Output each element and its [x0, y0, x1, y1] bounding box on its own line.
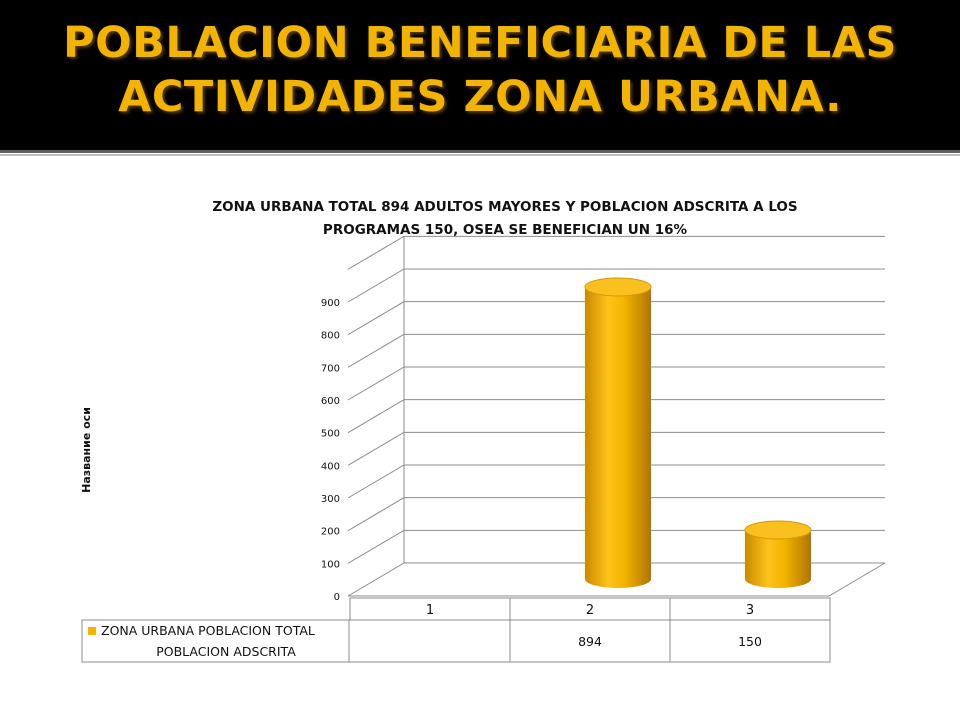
y-tick-label: 800	[321, 331, 340, 342]
y-tick-label: 300	[321, 494, 340, 505]
data-table-value: 894	[578, 634, 602, 649]
x-tick-label: 2	[586, 603, 594, 618]
y-tick-label: 100	[321, 559, 340, 570]
chart-gridlines	[347, 235, 886, 597]
x-tick-label: 1	[426, 603, 434, 618]
floor-edge	[348, 562, 886, 597]
slide-title-bar: POBLACION BENEFICIARIA DE LAS ACTIVIDADE…	[0, 0, 960, 150]
chart-title-line-2: PROGRAMAS 150, OSEA SE BENEFICIAN UN 16%	[322, 222, 688, 238]
data-table-value: 150	[738, 634, 762, 649]
legend-key	[88, 627, 96, 635]
bar-top	[744, 520, 812, 540]
title-divider	[0, 150, 960, 153]
y-tick-label: 700	[321, 363, 340, 374]
bar-top	[584, 277, 652, 297]
gridline	[347, 235, 885, 270]
slide-title-line-2: ACTIVIDADES ZONA URBANA.	[118, 72, 842, 122]
bar-cylinder	[584, 277, 652, 588]
chart-bars	[584, 277, 812, 588]
y-tick-label: 600	[321, 396, 340, 407]
x-tick-label: 3	[746, 603, 754, 618]
y-tick-label: 900	[321, 298, 340, 309]
slide-title-line-1: POBLACION BENEFICIARIA DE LAS	[63, 18, 897, 68]
y-tick-label: 400	[321, 461, 340, 472]
legend-label-line-1: ZONA URBANA POBLACION TOTAL	[101, 623, 315, 638]
y-axis-label: Название оси	[80, 407, 93, 493]
data-table: 1 2 3 ZONA URBANA POBLACION TOTAL POBLACION …	[81, 597, 831, 663]
table-value-row	[81, 619, 831, 663]
y-axis-ticks: 0 100 200 300 400 500 600 700 800 900	[321, 298, 340, 603]
bar-cylinder	[744, 520, 812, 588]
y-tick-label: 200	[321, 527, 340, 538]
chart-title-line-1: ZONA URBANA TOTAL 894 ADULTOS MAYORES Y …	[212, 199, 798, 215]
y-tick-label: 0	[334, 592, 340, 603]
y-tick-label: 500	[321, 429, 340, 440]
bar-body	[745, 530, 811, 588]
legend-label-line-2: POBLACION ADSCRITA	[156, 644, 296, 659]
bar-body	[585, 286, 651, 588]
title-divider-shadow	[0, 154, 960, 156]
